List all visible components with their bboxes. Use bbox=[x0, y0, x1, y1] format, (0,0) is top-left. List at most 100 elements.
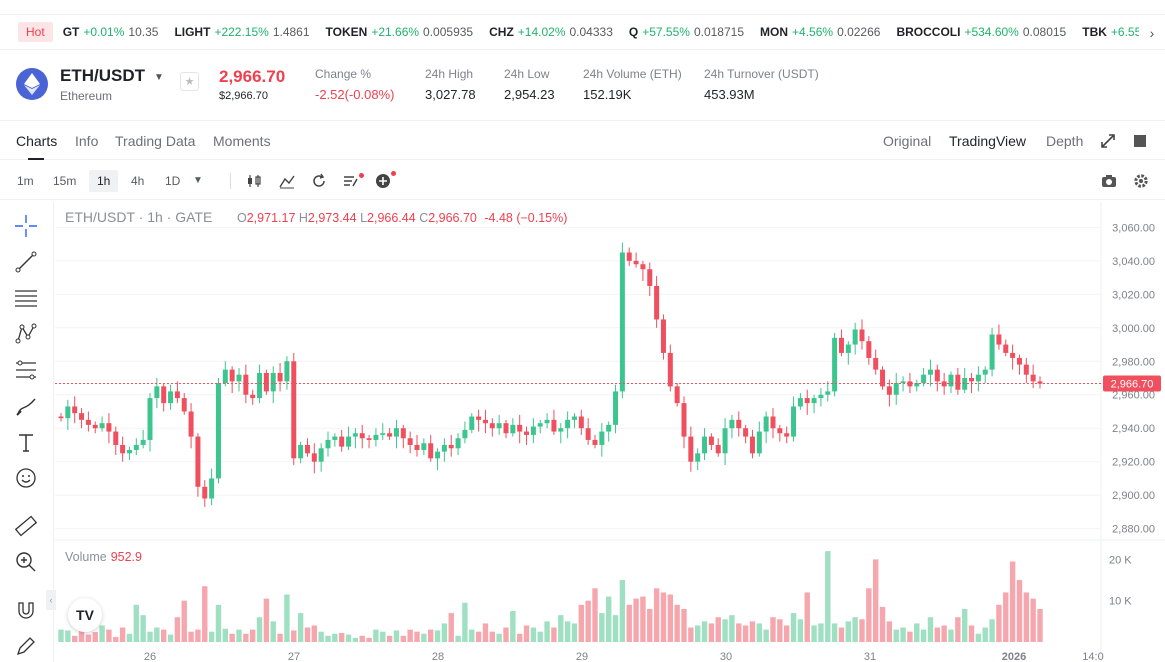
candle-body bbox=[448, 444, 454, 449]
candle-body bbox=[565, 419, 571, 429]
candle-body bbox=[873, 357, 879, 370]
volume-bar bbox=[236, 629, 242, 642]
chart-legend-title: ETH/USDT · 1h · GATE bbox=[65, 209, 213, 225]
tab-moments[interactable]: Moments bbox=[213, 133, 271, 149]
volume-tick-label: 20 K bbox=[1109, 554, 1132, 566]
y-tick-label: 2,900.00 bbox=[1112, 490, 1155, 502]
y-tick-label: 3,060.00 bbox=[1112, 222, 1155, 234]
layout-icon[interactable] bbox=[1134, 135, 1146, 147]
interval-15m[interactable]: 15m bbox=[53, 174, 77, 188]
volume-bar bbox=[811, 625, 817, 642]
favorite-star-icon[interactable]: ★ bbox=[180, 72, 199, 91]
ticker-symbol: TOKEN bbox=[325, 25, 368, 39]
candle-body bbox=[784, 433, 790, 437]
ticker-price: 0.04333 bbox=[569, 25, 613, 39]
candle-body bbox=[914, 383, 920, 387]
candle-body bbox=[626, 252, 632, 261]
candle-body bbox=[58, 416, 64, 419]
ticker-item[interactable]: BROCCOLI +534.60% 0.08015 bbox=[896, 25, 1066, 39]
stat-turnover: 24h Turnover (USDT) 453.93M bbox=[704, 67, 819, 102]
horizontal-lines-icon[interactable] bbox=[14, 286, 38, 310]
tab-tradingview[interactable]: TradingView bbox=[949, 133, 1027, 149]
x-tick-label: 31 bbox=[864, 651, 876, 662]
candle-body bbox=[92, 424, 98, 429]
pattern-icon[interactable] bbox=[14, 322, 38, 346]
ticker-item[interactable]: LIGHT +222.15% 1.4861 bbox=[174, 25, 309, 39]
fullscreen-icon[interactable] bbox=[1101, 134, 1115, 148]
replay-icon[interactable] bbox=[311, 173, 327, 189]
pair-header: ETH/USDT ▼ Ethereum ★ 2,966.70 $2,966.70… bbox=[0, 56, 1165, 116]
volume-bar bbox=[647, 608, 653, 642]
candle-body bbox=[428, 443, 434, 459]
volume-bar bbox=[311, 625, 318, 642]
ticker-item[interactable]: GT +0.01% 10.35 bbox=[63, 25, 159, 39]
volume-bar bbox=[996, 604, 1002, 642]
settings-gear-icon[interactable] bbox=[1133, 173, 1149, 189]
y-tick-label: 2,960.00 bbox=[1112, 390, 1155, 402]
candle-body bbox=[907, 381, 913, 387]
candlestick-chart[interactable]: 3,060.00 3,040.00 3,020.00 3,000.00 2,980.00… bbox=[55, 202, 1165, 662]
tab-charts[interactable]: Charts bbox=[16, 133, 58, 149]
volume-bar bbox=[722, 619, 728, 642]
templates-icon[interactable] bbox=[343, 173, 359, 189]
candle-body bbox=[263, 372, 269, 392]
tab-depth[interactable]: Depth bbox=[1046, 133, 1084, 149]
candle-body bbox=[558, 428, 564, 432]
candle-body bbox=[1010, 352, 1016, 358]
candles-icon[interactable] bbox=[246, 173, 262, 189]
ticker-change: +57.55% bbox=[642, 25, 690, 39]
interval-1h[interactable]: 1h bbox=[89, 170, 119, 192]
chevron-down-icon[interactable]: ▼ bbox=[154, 72, 164, 83]
chevron-right-icon[interactable]: › bbox=[1139, 15, 1165, 49]
ticker-item[interactable]: TOKEN +21.66% 0.005935 bbox=[326, 25, 474, 39]
volume-bar bbox=[414, 631, 420, 642]
candle-body bbox=[633, 260, 639, 265]
tradingview-logo-icon[interactable]: TV bbox=[68, 598, 102, 632]
zoom-in-icon[interactable] bbox=[14, 550, 38, 574]
brush-icon[interactable] bbox=[14, 394, 38, 418]
candle-body bbox=[585, 428, 591, 440]
tab-original[interactable]: Original bbox=[883, 133, 932, 149]
candle-body bbox=[476, 416, 482, 420]
volume-bar bbox=[701, 621, 708, 642]
ticker-price: 10.35 bbox=[128, 25, 159, 39]
ruler-icon[interactable] bbox=[14, 514, 38, 538]
candle-body bbox=[311, 453, 317, 462]
pair-name[interactable]: ETH/USDT bbox=[60, 66, 145, 85]
candle-body bbox=[236, 374, 242, 382]
candle-body bbox=[482, 419, 488, 424]
interval-dropdown-icon[interactable]: ▼ bbox=[193, 175, 203, 186]
candle-body bbox=[250, 394, 256, 399]
emoji-icon[interactable] bbox=[14, 466, 38, 490]
text-tool-icon[interactable] bbox=[14, 430, 38, 454]
add-indicator-icon[interactable] bbox=[375, 173, 391, 189]
tab-info[interactable]: Info bbox=[75, 133, 99, 149]
y-tick-label: 3,020.00 bbox=[1112, 289, 1155, 301]
tab-trading-data[interactable]: Trading Data bbox=[115, 133, 196, 149]
volume-bar bbox=[1009, 561, 1016, 642]
candle-body bbox=[921, 374, 927, 384]
camera-icon[interactable] bbox=[1101, 174, 1117, 188]
collapse-toolbar-handle[interactable]: ‹ bbox=[46, 590, 56, 610]
candle-body bbox=[537, 423, 543, 427]
interval-1m[interactable]: 1m bbox=[17, 174, 34, 188]
interval-1d[interactable]: 1D bbox=[165, 174, 181, 188]
ticker-item[interactable]: MON +4.56% 0.02266 bbox=[760, 25, 880, 39]
hot-label[interactable]: Hot bbox=[18, 22, 53, 42]
candle-body bbox=[304, 444, 310, 454]
interval-4h[interactable]: 4h bbox=[131, 174, 145, 188]
indicators-icon[interactable] bbox=[279, 173, 295, 189]
ticker-item[interactable]: Q +57.55% 0.018715 bbox=[629, 25, 744, 39]
chart-grid bbox=[55, 226, 1101, 530]
volume-bar bbox=[1037, 608, 1043, 642]
ticker-item[interactable]: CHZ +14.02% 0.04333 bbox=[489, 25, 613, 39]
volume-bar bbox=[332, 633, 338, 642]
fib-retracement-icon[interactable] bbox=[14, 358, 38, 382]
magnet-icon[interactable] bbox=[14, 598, 38, 622]
volume-bar bbox=[558, 615, 564, 642]
candle-body bbox=[113, 431, 119, 445]
trend-line-icon[interactable] bbox=[14, 250, 38, 274]
candle-body bbox=[743, 428, 749, 437]
edit-pencil-icon[interactable] bbox=[14, 634, 38, 658]
crosshair-icon[interactable] bbox=[14, 214, 38, 238]
